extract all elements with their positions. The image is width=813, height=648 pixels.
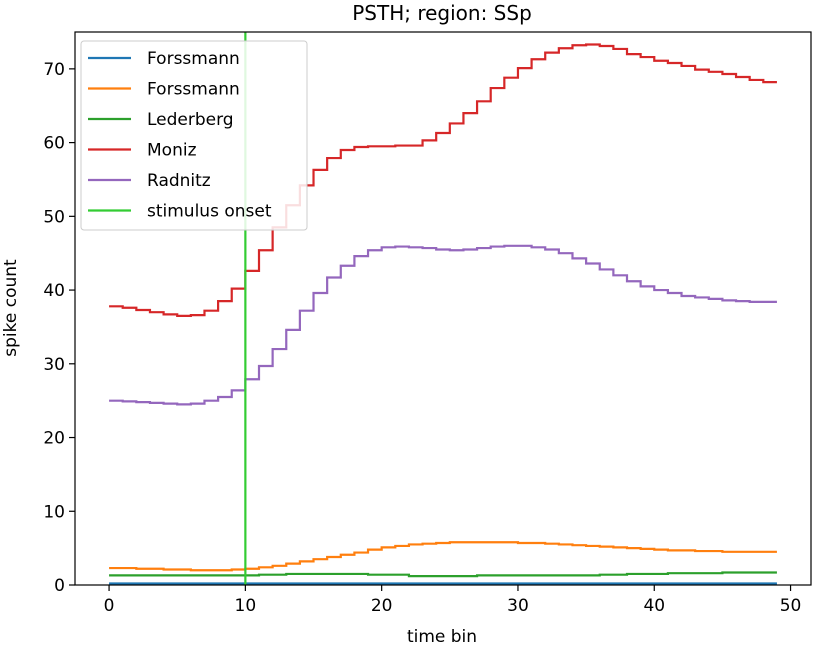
y-axis-label: spike count: [1, 259, 21, 357]
series-line-5: [109, 244, 777, 406]
y-tick-label: 40: [43, 281, 65, 301]
y-tick-label: 70: [43, 60, 65, 80]
series-line-3: [109, 571, 777, 578]
x-tick-label: 50: [780, 596, 802, 616]
y-tick-label: 20: [43, 429, 65, 449]
y-tick-label: 50: [43, 207, 65, 227]
y-axis: 0 10 20 30 40 50 60 70: [43, 60, 75, 596]
y-tick-label: 0: [54, 576, 65, 596]
y-tick-label: 10: [43, 502, 65, 522]
legend-label: Moniz: [147, 141, 197, 161]
x-tick-label: 20: [371, 596, 393, 616]
legend: Forssmann Forssmann Lederberg Moniz Radnitz s…: [80, 40, 308, 231]
chart-title: PSTH; region: SSp: [352, 1, 532, 25]
series-line-4: [109, 43, 777, 317]
x-tick-label: 30: [507, 596, 529, 616]
legend-label: Forssmann: [147, 80, 240, 100]
x-tick-label: 10: [235, 596, 257, 616]
y-tick-label: 30: [43, 355, 65, 375]
x-axis: 0 10 20 30 40 50: [104, 585, 802, 616]
legend-box: [80, 40, 308, 231]
legend-label: Radnitz: [147, 171, 211, 191]
series-line-2: [109, 541, 777, 572]
y-tick-label: 60: [43, 134, 65, 154]
x-tick-label: 0: [104, 596, 115, 616]
x-tick-label: 40: [643, 596, 665, 616]
legend-label: Forssmann: [147, 49, 240, 69]
x-axis-label: time bin: [407, 627, 477, 647]
plot-frame: [74, 31, 812, 586]
legend-label: stimulus onset: [147, 202, 272, 222]
legend-label: Lederberg: [147, 110, 234, 130]
